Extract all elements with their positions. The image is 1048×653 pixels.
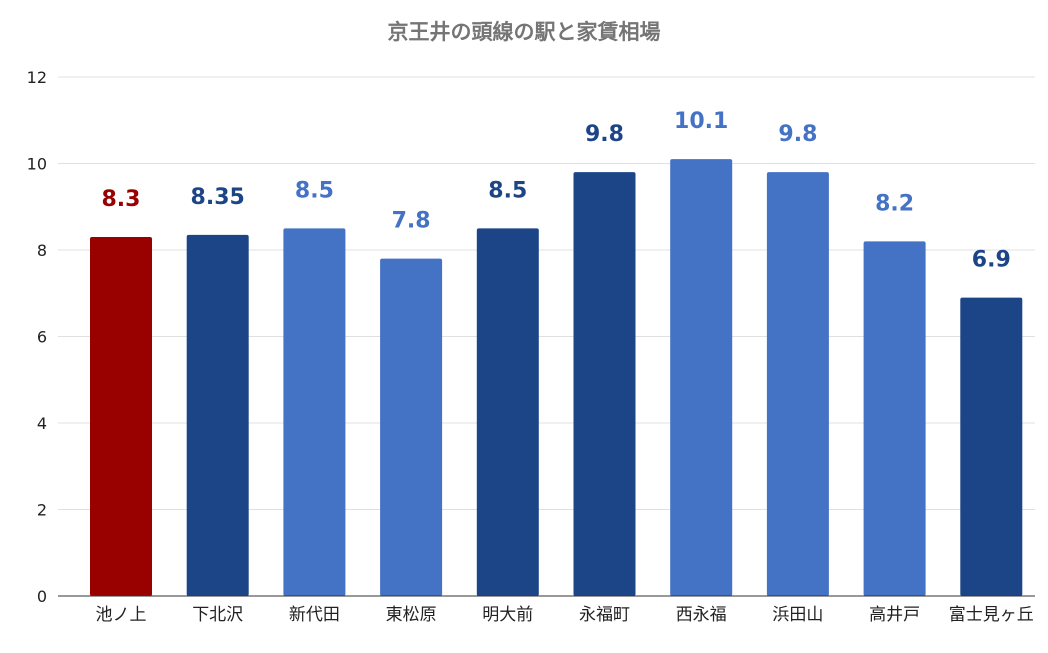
data-label: 9.8 <box>585 122 624 147</box>
bar <box>283 228 346 596</box>
bar <box>90 237 152 596</box>
data-label: 8.5 <box>295 178 334 203</box>
y-tick-label: 10 <box>27 155 47 174</box>
y-tick-label: 6 <box>37 328 47 347</box>
data-label: 9.8 <box>778 122 817 147</box>
category-label: 浜田山 <box>772 605 823 625</box>
bar <box>863 241 926 596</box>
data-label: 8.3 <box>102 187 141 212</box>
bar <box>380 258 443 596</box>
data-labels: 8.3 8.35 8.5 7.8 8.5 9.8 10.1 9.8 8.2 6.9 <box>102 109 1011 272</box>
category-label: 永福町 <box>579 605 630 625</box>
y-tick-label: 4 <box>37 414 47 433</box>
category-label: 下北沢 <box>192 605 243 625</box>
data-label: 6.9 <box>972 248 1011 273</box>
data-label: 8.35 <box>191 185 245 210</box>
category-label: 高井戸 <box>869 605 920 625</box>
bar <box>766 172 829 596</box>
category-label: 明大前 <box>482 605 533 625</box>
y-tick-label: 0 <box>37 587 47 606</box>
category-label: 新代田 <box>289 605 340 625</box>
bar <box>573 172 636 596</box>
bar <box>960 297 1023 596</box>
category-label: 富士見ヶ丘 <box>949 605 1034 625</box>
y-tick-label: 12 <box>27 68 47 87</box>
data-label: 7.8 <box>392 209 431 234</box>
data-label: 8.5 <box>488 178 527 203</box>
x-axis-category-labels: 池ノ上 下北沢 新代田 東松原 明大前 永福町 西永福 浜田山 高井戸 富士見ヶ丘 <box>96 605 1034 625</box>
bar <box>186 234 249 597</box>
data-label: 10.1 <box>674 109 728 134</box>
y-tick-label: 2 <box>37 501 47 520</box>
bars <box>90 159 1023 597</box>
y-axis-tick-labels: 0 2 4 6 8 10 12 <box>27 68 47 606</box>
data-label: 8.2 <box>875 191 914 216</box>
category-label: 東松原 <box>386 605 437 625</box>
bar <box>476 228 539 596</box>
category-label: 西永福 <box>676 605 727 625</box>
chart-title: 京王井の頭線の駅と家賃相場 <box>387 20 661 44</box>
y-tick-label: 8 <box>37 241 47 260</box>
bar <box>670 159 733 597</box>
category-label: 池ノ上 <box>96 605 147 625</box>
